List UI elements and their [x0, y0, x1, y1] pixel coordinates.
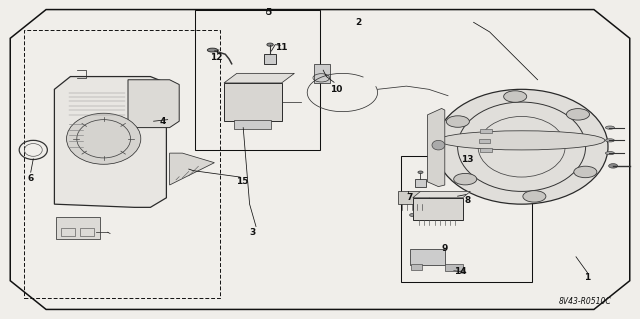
Bar — [479, 139, 490, 143]
Bar — [413, 198, 463, 220]
Text: 9: 9 — [442, 244, 448, 253]
Bar — [61, 228, 75, 236]
Ellipse shape — [432, 140, 445, 150]
Ellipse shape — [435, 89, 608, 204]
Ellipse shape — [609, 164, 618, 168]
Text: 1: 1 — [584, 273, 591, 282]
Ellipse shape — [460, 271, 465, 273]
Ellipse shape — [438, 131, 605, 150]
Ellipse shape — [523, 191, 546, 202]
Text: 5: 5 — [266, 8, 272, 17]
Ellipse shape — [267, 43, 273, 46]
Ellipse shape — [504, 91, 527, 102]
Bar — [195, 10, 320, 150]
Text: 7: 7 — [406, 193, 413, 202]
Ellipse shape — [574, 166, 597, 178]
Polygon shape — [413, 191, 470, 198]
Bar — [264, 54, 276, 64]
Text: 13: 13 — [461, 155, 474, 164]
Bar — [24, 30, 220, 298]
Ellipse shape — [418, 171, 423, 174]
Bar — [224, 83, 282, 121]
Bar — [401, 156, 532, 282]
Text: 14: 14 — [454, 267, 467, 276]
Bar — [480, 129, 492, 133]
Bar — [56, 217, 100, 239]
Ellipse shape — [605, 139, 614, 142]
Bar — [80, 228, 94, 236]
Ellipse shape — [566, 108, 589, 120]
Text: 15: 15 — [236, 177, 248, 186]
Ellipse shape — [67, 113, 141, 164]
Polygon shape — [54, 77, 166, 207]
Bar — [234, 120, 271, 129]
Text: 10: 10 — [330, 85, 342, 94]
Bar — [445, 264, 463, 271]
Text: 8V43-R0510C: 8V43-R0510C — [559, 297, 612, 306]
Bar — [480, 148, 492, 152]
Bar — [411, 264, 422, 270]
Polygon shape — [170, 153, 214, 185]
Ellipse shape — [605, 126, 614, 129]
Ellipse shape — [454, 174, 477, 185]
Polygon shape — [224, 73, 294, 83]
Text: 6: 6 — [28, 174, 34, 183]
Text: 8: 8 — [464, 197, 470, 205]
Text: 12: 12 — [210, 53, 223, 62]
Text: 3: 3 — [250, 228, 256, 237]
Text: 4: 4 — [160, 117, 166, 126]
Text: 2: 2 — [355, 18, 362, 27]
Bar — [314, 64, 330, 83]
Ellipse shape — [446, 116, 469, 127]
Ellipse shape — [410, 213, 416, 217]
Bar — [398, 191, 429, 204]
Ellipse shape — [605, 152, 614, 155]
Polygon shape — [428, 108, 445, 187]
Text: 11: 11 — [275, 43, 288, 52]
Polygon shape — [128, 80, 179, 128]
Bar — [415, 179, 426, 187]
Ellipse shape — [207, 48, 218, 52]
Bar — [410, 249, 445, 265]
